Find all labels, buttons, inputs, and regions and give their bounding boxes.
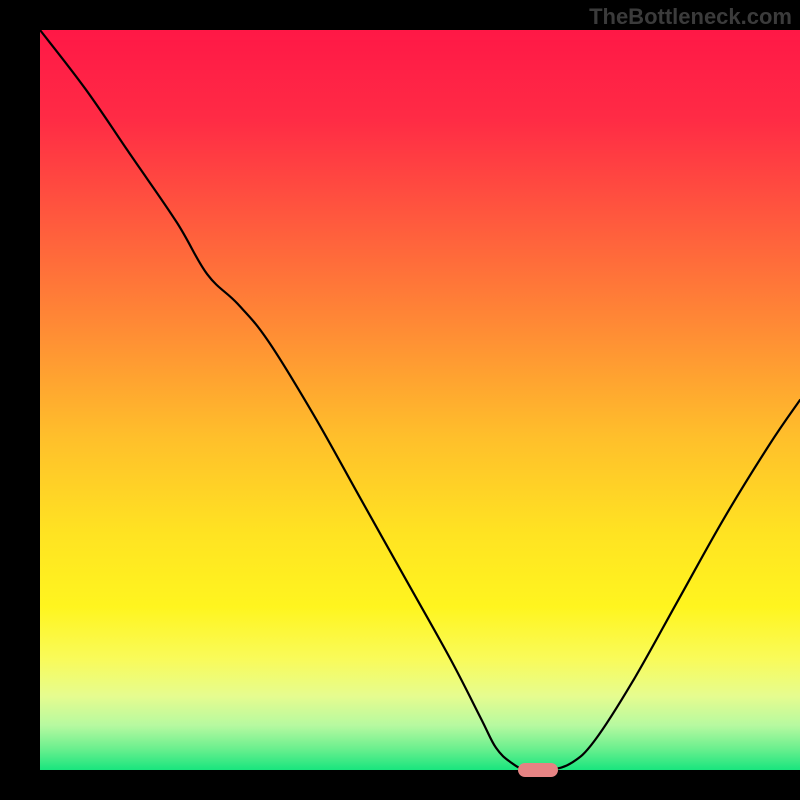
bottleneck-curve [40, 30, 800, 770]
watermark-text: TheBottleneck.com [589, 4, 792, 30]
optimal-range-marker [518, 763, 558, 776]
chart-plot-area [40, 30, 800, 770]
